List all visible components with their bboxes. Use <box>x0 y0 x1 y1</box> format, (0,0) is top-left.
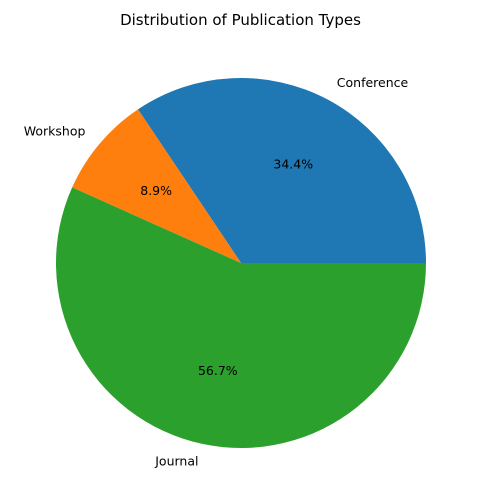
slice-label-workshop: Workshop <box>24 123 86 138</box>
chart-title: Distribution of Publication Types <box>120 11 361 29</box>
pie-slice-workshop <box>72 109 241 264</box>
pie-labels: Conference 34.4% Workshop 8.9% Journal 56.7% <box>24 75 409 469</box>
slice-label-journal: Journal <box>154 454 198 469</box>
slice-label-conference: Conference <box>337 75 409 90</box>
pct-label-journal: 56.7% <box>198 363 238 378</box>
pct-label-conference: 34.4% <box>273 157 313 172</box>
pie-slice-conference <box>137 78 426 263</box>
pie-slice-journal <box>56 187 427 449</box>
pie-slices <box>56 78 427 449</box>
pct-label-workshop: 8.9% <box>140 183 172 198</box>
